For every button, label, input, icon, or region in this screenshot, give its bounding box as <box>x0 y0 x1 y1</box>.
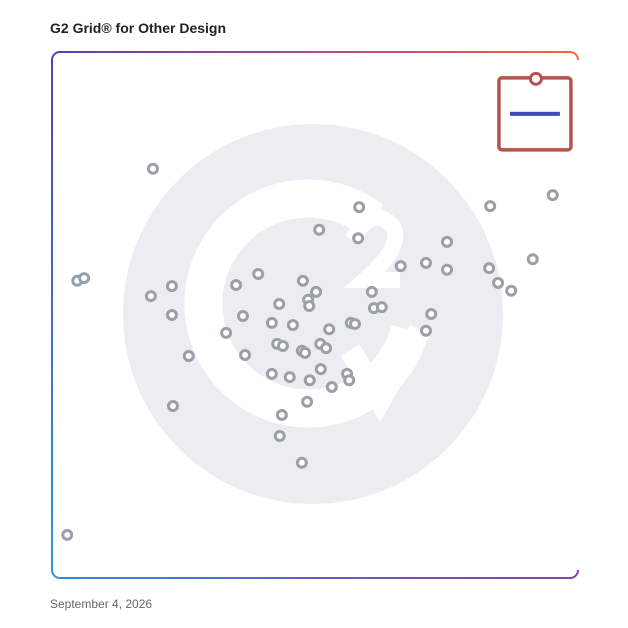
data-point <box>230 279 243 292</box>
product-logo <box>509 111 560 116</box>
data-point <box>283 371 296 384</box>
data-point <box>165 309 178 321</box>
data-point <box>483 262 496 275</box>
data-point <box>220 326 233 339</box>
data-point <box>419 324 432 337</box>
data-point <box>166 399 179 412</box>
data-point <box>61 528 74 541</box>
data-point <box>165 280 178 293</box>
data-point <box>343 374 356 387</box>
data-point <box>546 189 559 202</box>
data-point <box>505 284 518 297</box>
highlight-point <box>528 71 543 86</box>
data-point <box>303 374 316 387</box>
data-point <box>353 201 366 214</box>
data-point <box>301 395 314 408</box>
data-point <box>252 267 265 280</box>
data-point <box>144 290 157 303</box>
data-point <box>236 310 249 323</box>
data-point <box>365 285 378 298</box>
data-point <box>239 348 252 361</box>
data-point <box>273 297 286 310</box>
data-point <box>375 301 388 314</box>
data-point <box>325 381 338 394</box>
data-point <box>303 300 316 313</box>
data-point <box>310 285 323 298</box>
date: September 4, 2026 <box>50 597 153 611</box>
data-point <box>296 274 309 287</box>
data-point <box>314 363 327 376</box>
data-point <box>273 429 286 442</box>
background-logo <box>123 124 503 504</box>
data-point <box>286 318 299 331</box>
data-point <box>295 456 308 469</box>
data-point <box>265 367 278 380</box>
data-point <box>348 317 361 330</box>
frame <box>51 51 579 579</box>
data-point <box>276 340 289 353</box>
data-point <box>146 162 159 175</box>
chart-title: G2 Grid® for Other Design <box>50 20 227 36</box>
data-point <box>425 307 438 320</box>
data-point <box>323 323 336 336</box>
data-point <box>441 263 454 276</box>
data-point <box>352 232 365 245</box>
data-point <box>313 223 326 236</box>
data-point <box>526 253 539 266</box>
data-point <box>265 316 278 329</box>
data-point <box>492 276 505 289</box>
data-point <box>484 200 497 213</box>
data-point <box>419 256 432 269</box>
data-point <box>320 342 333 355</box>
data-point <box>441 235 454 248</box>
data-point <box>78 272 91 285</box>
data-point <box>182 350 195 363</box>
data-point <box>299 346 312 359</box>
data-point <box>394 260 407 273</box>
data-point <box>275 408 288 421</box>
